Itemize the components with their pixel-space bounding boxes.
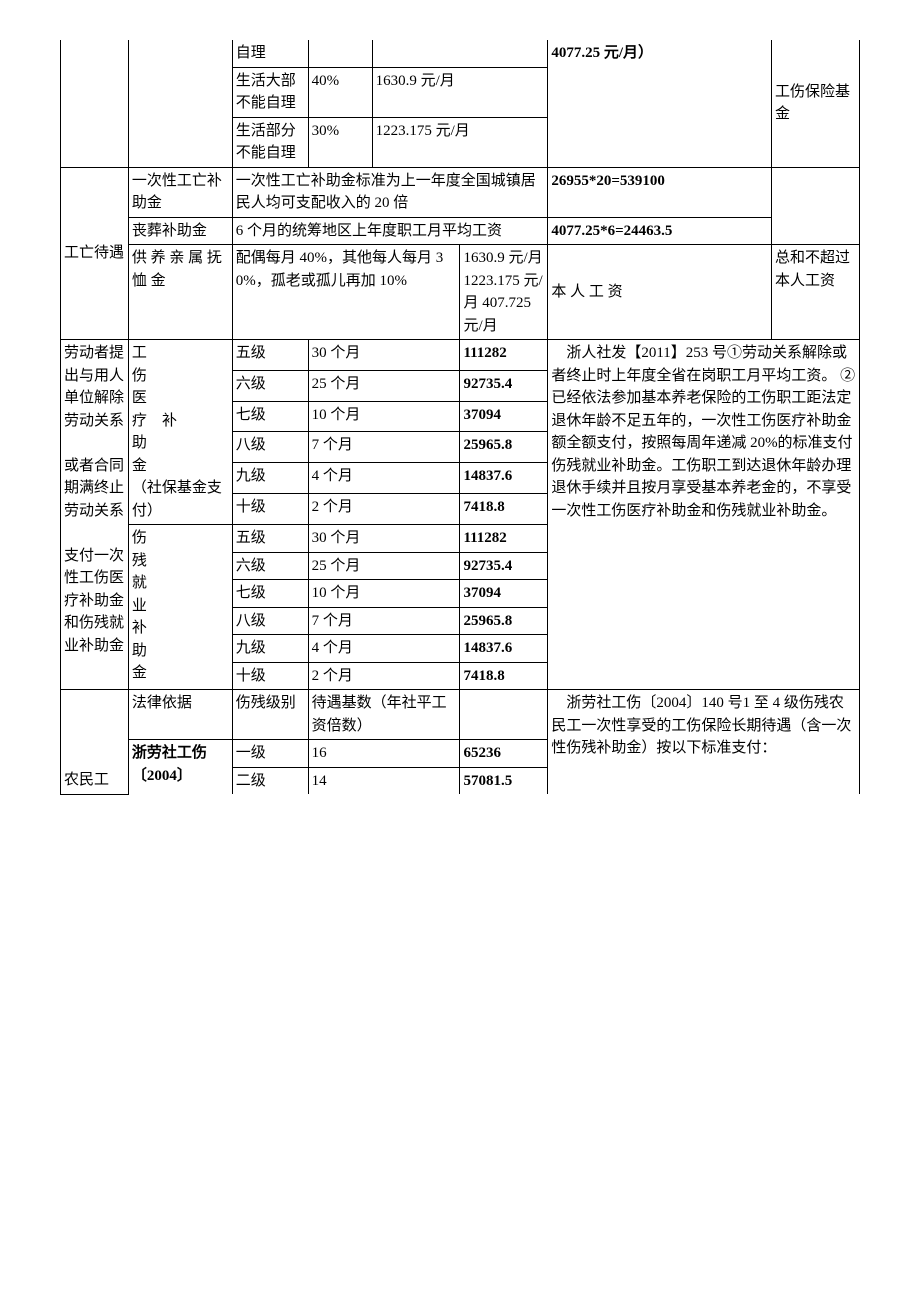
- s2-r2b: 6 个月的统筹地区上年度职工月平均工资: [232, 217, 548, 245]
- s3-1-m-0: 30 个月: [308, 340, 460, 371]
- s3-note: 浙人社发【2011】253 号①劳动关系解除或者终止时上年度全省在岗职工月平均工…: [548, 340, 860, 690]
- s3-1-lv-5: 十级: [232, 494, 308, 525]
- s4-lv-1: 二级: [232, 767, 308, 794]
- s3-2-lv-2: 七级: [232, 580, 308, 608]
- s2-r3b: 配偶每月 40%，其他每人每月 30%，孤老或孤儿再加 10%: [232, 245, 460, 340]
- s3-1-m-1: 25 个月: [308, 370, 460, 401]
- s1-r2b: 40%: [308, 67, 372, 117]
- s2-r1a: 一次性工亡补助金: [128, 167, 232, 217]
- s3-1-v-4: 14837.6: [460, 463, 548, 494]
- s3-2-v-4: 14837.6: [460, 635, 548, 663]
- s4-lv-0: 一级: [232, 740, 308, 768]
- s3-1-lv-3: 八级: [232, 432, 308, 463]
- s2-left: 工亡待遇: [61, 167, 129, 340]
- s1-fund: 工伤保险基金: [772, 40, 860, 167]
- s4-m-1: 14: [308, 767, 460, 794]
- s4-v-1: 57081.5: [460, 767, 548, 794]
- s3-2-v-2: 37094: [460, 580, 548, 608]
- s3-1-m-5: 2 个月: [308, 494, 460, 525]
- s4-r1a: 法律依据: [128, 690, 232, 740]
- s1-r3b: 30%: [308, 117, 372, 167]
- s3-2-lv-5: 十级: [232, 662, 308, 690]
- s2-r2c: 4077.25*6=24463.5: [548, 217, 772, 245]
- s3-1-v-3: 25965.8: [460, 432, 548, 463]
- s3-1-m-4: 4 个月: [308, 463, 460, 494]
- s2-r3e: 总和不超过本人工资: [772, 245, 860, 340]
- s3-2-lv-0: 五级: [232, 525, 308, 553]
- s3-1-lv-0: 五级: [232, 340, 308, 371]
- s4-lawref: 浙劳社工伤〔2004〕: [128, 740, 232, 795]
- s4-m-0: 16: [308, 740, 460, 768]
- s3-2-m-2: 10 个月: [308, 580, 460, 608]
- s3-1-v-5: 7418.8: [460, 494, 548, 525]
- s3-2-m-1: 25 个月: [308, 552, 460, 580]
- s2-r1c: 26955*20=539100: [548, 167, 772, 217]
- s1-r2c: 1630.9 元/月: [372, 67, 548, 117]
- s3-1-lv-1: 六级: [232, 370, 308, 401]
- s3-2-m-4: 4 个月: [308, 635, 460, 663]
- s3-2-v-5: 7418.8: [460, 662, 548, 690]
- s4-r1c: 待遇基数（年社平工资倍数）: [308, 690, 460, 740]
- s3-1-m-2: 10 个月: [308, 401, 460, 432]
- s2-r3d: 本 人 工 资: [548, 245, 772, 340]
- s3-2-lv-3: 八级: [232, 607, 308, 635]
- s3-g1: 工伤医疗 补助金（社保基金支付）: [128, 340, 232, 525]
- s1-r2a: 生活大部不能自理: [232, 67, 308, 117]
- s3-2-m-5: 2 个月: [308, 662, 460, 690]
- s3-1-v-1: 92735.4: [460, 370, 548, 401]
- s3-2-v-3: 25965.8: [460, 607, 548, 635]
- s3-2-v-1: 92735.4: [460, 552, 548, 580]
- s3-2-lv-4: 九级: [232, 635, 308, 663]
- s3-g2: 伤残就业补助金: [128, 525, 232, 690]
- s1-selfcare: 自理: [232, 40, 308, 67]
- s2-r1b: 一次性工亡补助金标准为上一年度全国城镇居民人均可支配收入的 20 倍: [232, 167, 548, 217]
- s4-note: 浙劳社工伤〔2004〕140 号1 至 4 级伤残农民工一次性享受的工伤保险长期…: [548, 690, 860, 795]
- s3-1-m-3: 7 个月: [308, 432, 460, 463]
- s4-r1b: 伤残级别: [232, 690, 308, 740]
- s1-note: 4077.25 元/月）: [548, 40, 772, 167]
- s1-r3a: 生活部分不能自理: [232, 117, 308, 167]
- s2-r3c: 1630.9 元/月 1223.175 元/月 407.725 元/月: [460, 245, 548, 340]
- s4-left: 农民工: [61, 690, 129, 795]
- s2-r3a: 供 养 亲 属 抚 恤 金: [128, 245, 232, 340]
- s2-r2a: 丧葬补助金: [128, 217, 232, 245]
- s3-2-m-0: 30 个月: [308, 525, 460, 553]
- main-table: 自理 4077.25 元/月） 工伤保险基金 生活大部不能自理 40% 1630…: [60, 40, 860, 795]
- s3-2-v-0: 111282: [460, 525, 548, 553]
- s3-1-v-2: 37094: [460, 401, 548, 432]
- s3-2-m-3: 7 个月: [308, 607, 460, 635]
- s4-v-0: 65236: [460, 740, 548, 768]
- s3-1-v-0: 111282: [460, 340, 548, 371]
- s3-1-lv-2: 七级: [232, 401, 308, 432]
- s3-2-lv-1: 六级: [232, 552, 308, 580]
- s1-r3c: 1223.175 元/月: [372, 117, 548, 167]
- s3-left: 劳动者提出与用人单位解除劳动关系 或者合同期满终止劳动关系 支付一次性工伤医疗补…: [61, 340, 129, 690]
- s3-1-lv-4: 九级: [232, 463, 308, 494]
